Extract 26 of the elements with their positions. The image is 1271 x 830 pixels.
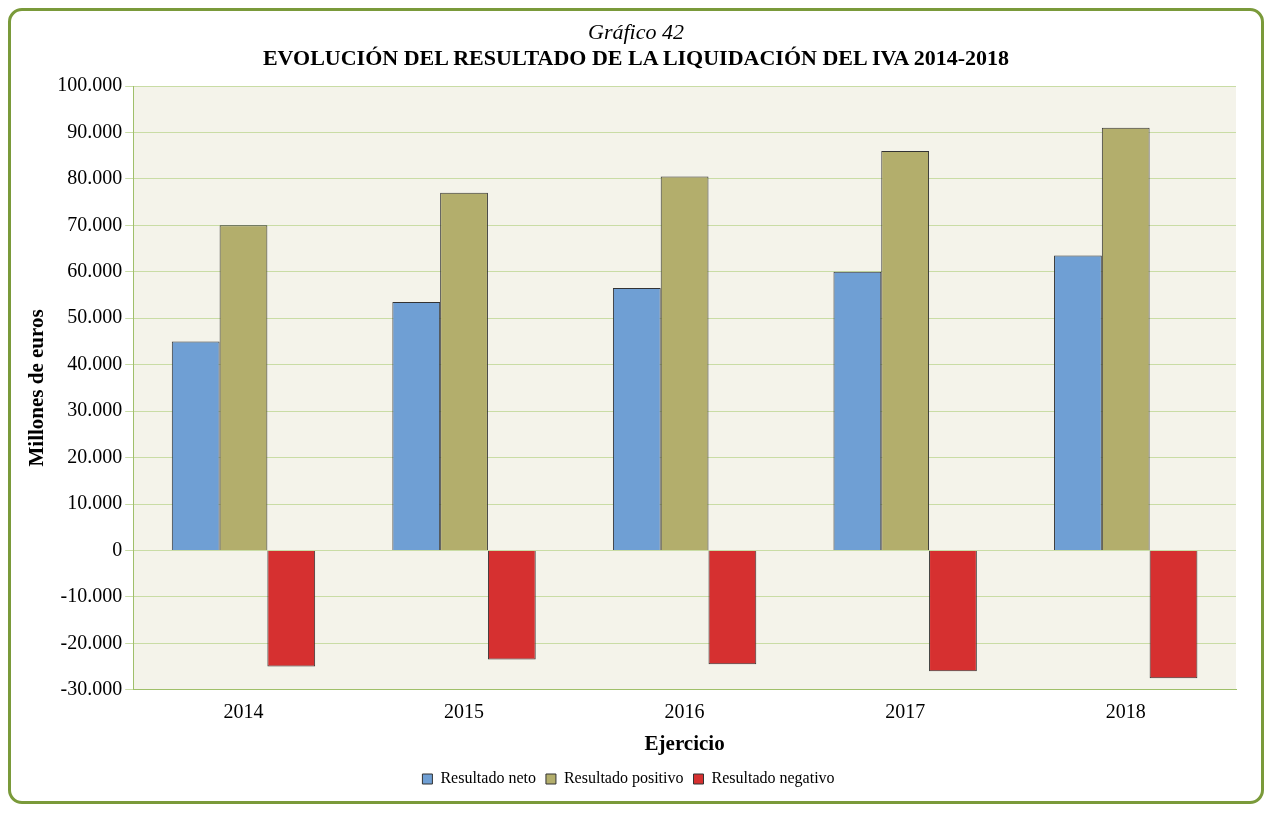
x-tick-label: 2015 <box>444 700 485 723</box>
y-tick-label: 50.000 <box>67 305 123 328</box>
y-tick-label: 30.000 <box>67 398 123 421</box>
y-tick-label: 10.000 <box>67 491 123 514</box>
legend-label: Resultado positivo <box>563 769 684 788</box>
y-tick-label: -30.000 <box>60 677 123 700</box>
chart-subtitle: Gráfico 42 <box>587 19 685 45</box>
y-tick-label: 40.000 <box>67 351 123 374</box>
y-tick-label: 0 <box>112 537 123 560</box>
y-axis-title: Millones de euros <box>24 309 49 467</box>
y-tick-label: -10.000 <box>60 584 123 607</box>
y-tick-label: 20.000 <box>67 444 123 467</box>
x-tick-label: 2016 <box>664 700 705 723</box>
y-tick-label: 100.000 <box>57 73 123 96</box>
legend-label: Resultado negativo <box>711 769 835 788</box>
y-tick-label: 70.000 <box>67 212 123 235</box>
chart-title: EVOLUCIÓN DEL RESULTADO DE LA LIQUIDACIÓN DEL IVA 2014-2018 <box>261 45 1011 71</box>
x-tick-label: 2018 <box>1105 700 1146 723</box>
x-axis-title: Ejercicio <box>644 730 725 755</box>
x-tick-label: 2014 <box>223 700 264 723</box>
x-tick-label: 2017 <box>885 700 926 723</box>
y-tick-label: 60.000 <box>67 259 123 282</box>
y-tick-label: -20.000 <box>60 630 123 653</box>
y-tick-label: 90.000 <box>67 119 123 142</box>
legend-label: Resultado neto <box>440 769 536 787</box>
y-tick-label: 80.000 <box>67 166 123 189</box>
